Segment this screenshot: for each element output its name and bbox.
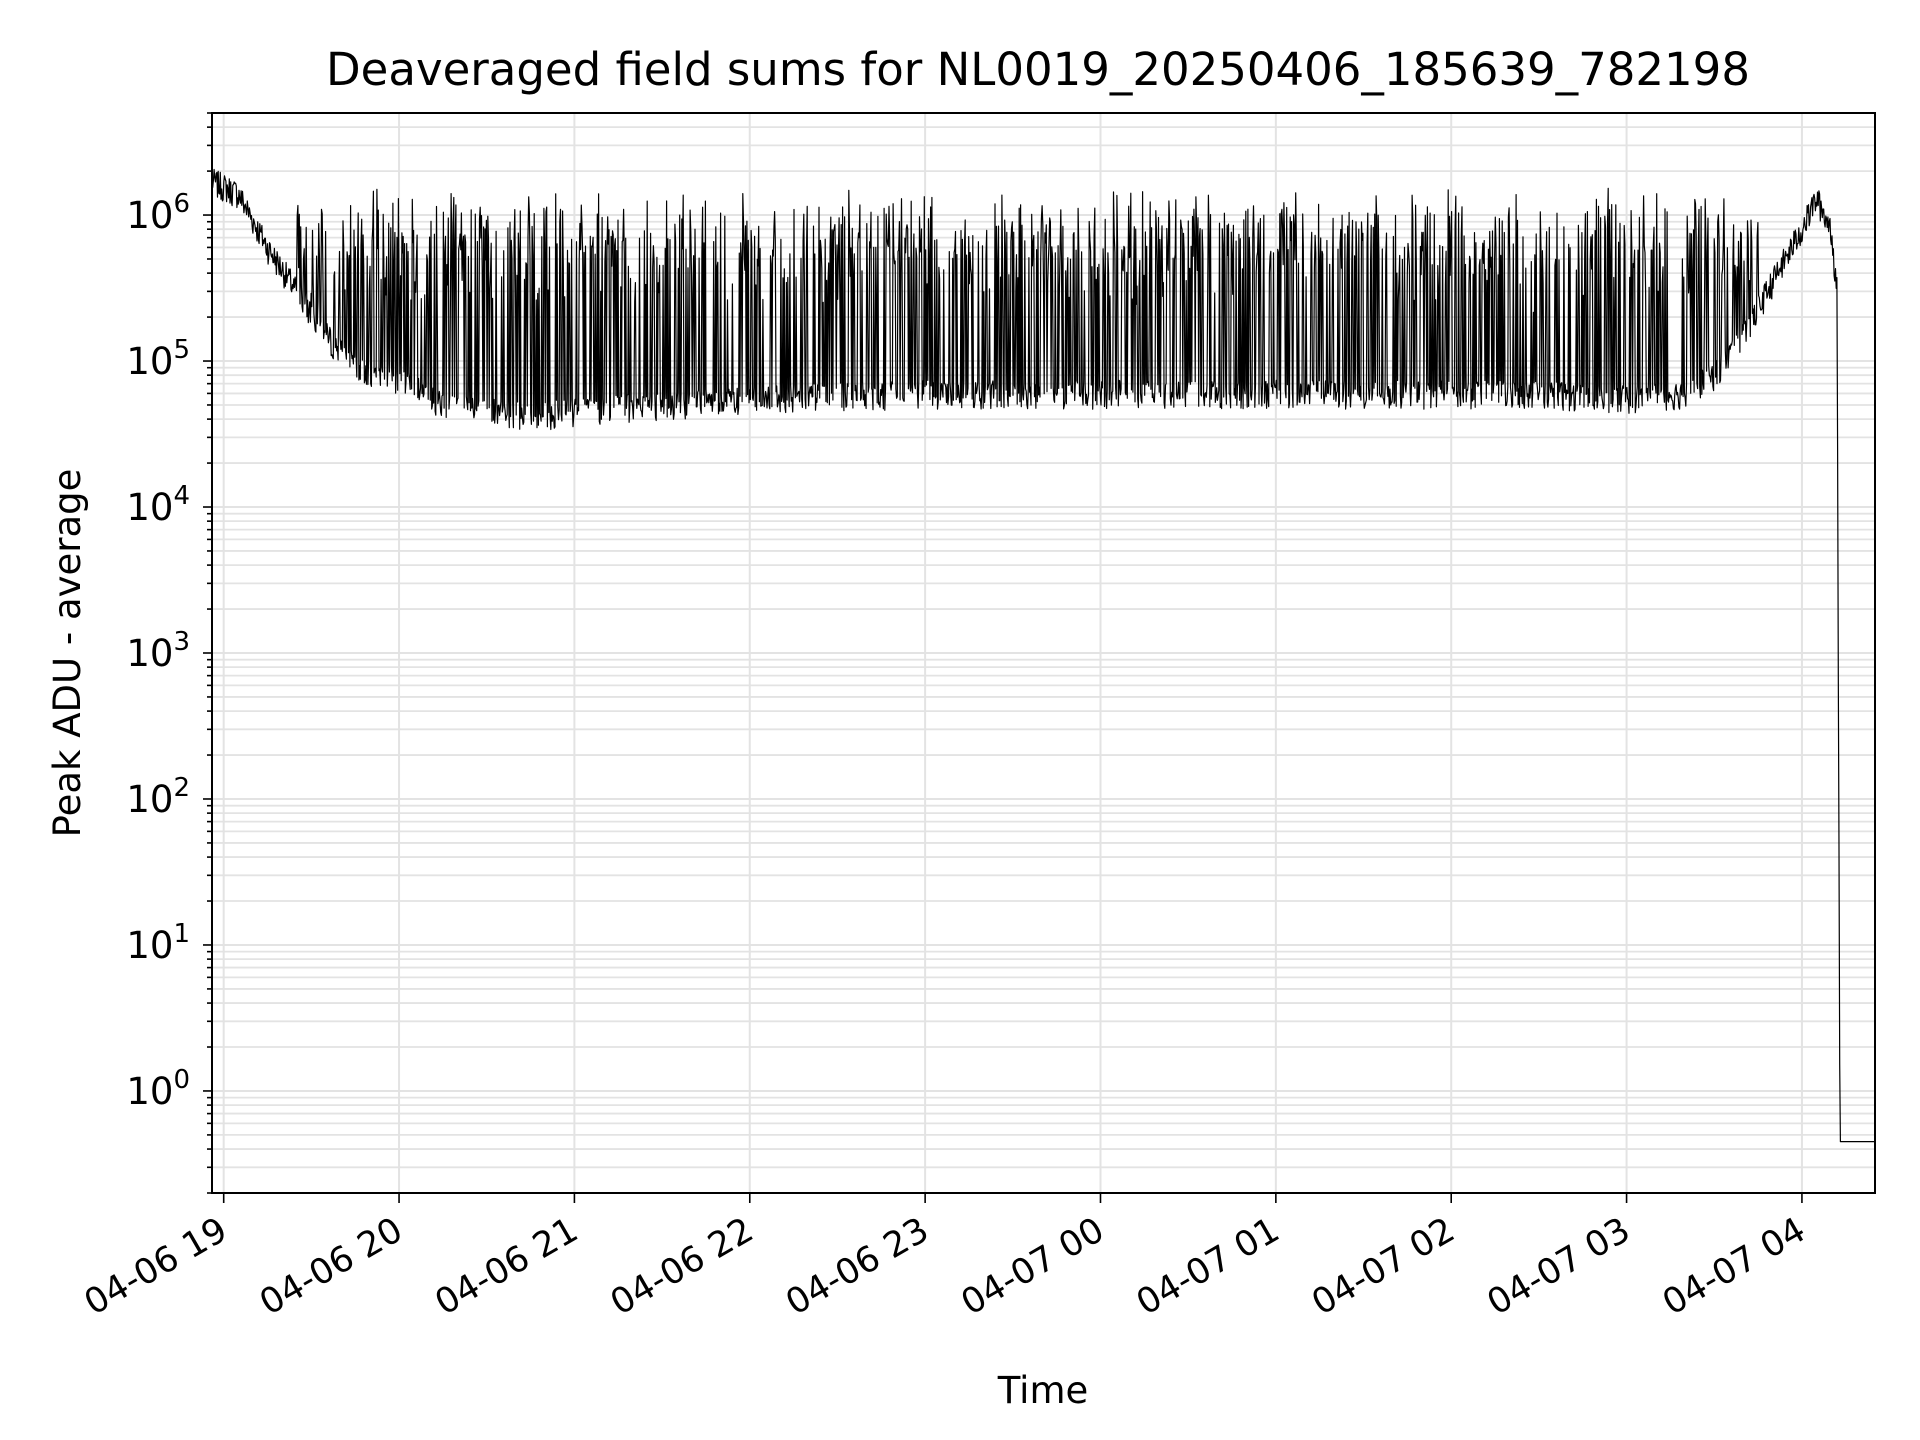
- y-tick-label: 103: [126, 627, 190, 675]
- chart-title: Deaveraged field sums for NL0019_2025040…: [326, 43, 1750, 96]
- y-axis-label: Peak ADU - average: [46, 469, 89, 838]
- y-tick-label: 100: [126, 1065, 190, 1113]
- y-tick-label: 104: [126, 481, 190, 529]
- y-tick-label: 105: [126, 335, 190, 383]
- y-axis: 100 101 102 103 104 105 106: [126, 112, 212, 1194]
- y-tick-label: 101: [126, 919, 190, 967]
- series-area: [211, 168, 1875, 1143]
- y-tick-label: 102: [126, 773, 190, 821]
- y-tick-label: 106: [126, 189, 190, 237]
- x-axis-label: Time: [997, 1369, 1089, 1412]
- series-line: [211, 168, 1875, 1143]
